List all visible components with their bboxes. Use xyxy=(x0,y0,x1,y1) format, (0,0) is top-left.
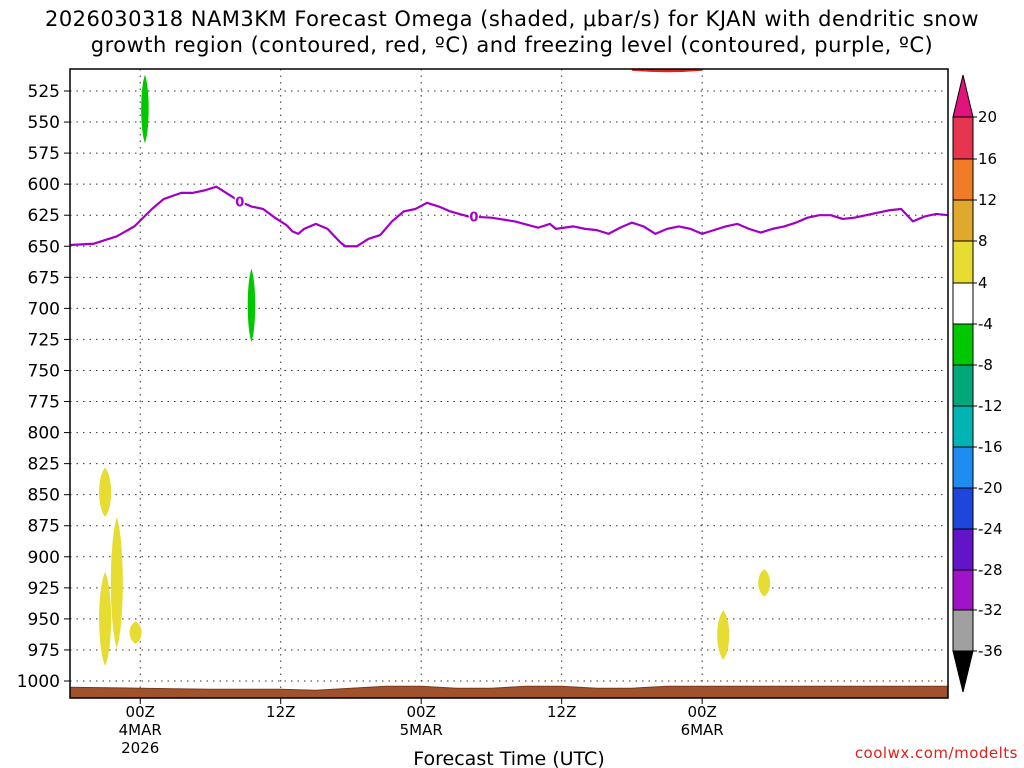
y-tick-label: 525 xyxy=(28,82,60,102)
colorbar-label: -32 xyxy=(978,601,1003,619)
x-tick-date: 6MAR xyxy=(681,721,724,739)
contour-label: 0 xyxy=(235,196,244,211)
y-tick-label: 575 xyxy=(28,144,60,164)
surface-terrain xyxy=(69,685,949,699)
colorbar-label: -36 xyxy=(978,642,1003,660)
colorbar-segment xyxy=(952,487,974,530)
chart-title: 2026030318 NAM3KM Forecast Omega (shaded… xyxy=(0,6,1024,58)
y-axis: 525 550 575 600 625 650 675 700 725 750 775 800 825 8… xyxy=(17,82,70,692)
colorbar-segment xyxy=(952,364,974,407)
y-tick-label: 700 xyxy=(28,299,60,319)
x-tick-date: 5MAR xyxy=(400,721,443,739)
x-tick-label: 12Z xyxy=(547,703,576,721)
colorbar-label: -12 xyxy=(978,397,1003,415)
x-tick-label: 00Z xyxy=(126,703,155,721)
y-tick-label: 925 xyxy=(28,579,60,599)
y-tick-label: 775 xyxy=(28,393,60,413)
y-tick-label: 850 xyxy=(28,486,60,506)
y-tick-label: 725 xyxy=(28,330,60,350)
colorbar-label: -4 xyxy=(978,315,993,333)
y-tick-label: 875 xyxy=(28,517,60,537)
colorbar-segment xyxy=(952,446,974,489)
colorbar-label: 20 xyxy=(978,108,997,126)
gridlines xyxy=(70,69,948,698)
colorbar-segment xyxy=(952,158,974,201)
omega-region xyxy=(247,268,256,342)
colorbar-label: 12 xyxy=(978,191,997,209)
surface-fill xyxy=(69,685,949,699)
y-tick-label: 975 xyxy=(28,641,60,661)
plot-area xyxy=(70,69,948,698)
contour-label-bg xyxy=(234,193,245,209)
omega-region xyxy=(141,74,149,144)
colorbar-segment xyxy=(952,323,974,366)
x-tick-label: 00Z xyxy=(687,703,716,721)
colorbar-label: 4 xyxy=(978,274,988,292)
colorbar-label: -28 xyxy=(978,561,1003,579)
contour-label-bg xyxy=(468,208,479,224)
colorbar-segment xyxy=(952,569,974,611)
omega-region xyxy=(758,569,771,597)
colorbar-segment xyxy=(952,528,974,571)
freezing-level-contour: 00 xyxy=(69,185,949,248)
colorbar-segment xyxy=(952,199,974,242)
y-tick-label: 1000 xyxy=(17,672,60,692)
y-tick-label: 675 xyxy=(28,268,60,288)
x-axis-title: Forecast Time (UTC) xyxy=(413,748,604,768)
colorbar-segment xyxy=(952,405,974,448)
x-tick-date: 4MAR xyxy=(119,721,162,739)
y-tick-label: 825 xyxy=(28,455,60,475)
omega-shading xyxy=(99,74,771,667)
colorbar-label: -8 xyxy=(978,356,993,374)
freezing-level-line xyxy=(69,185,949,248)
y-tick-label: 950 xyxy=(28,610,60,630)
colorbar-label: 16 xyxy=(978,150,997,168)
omega-region xyxy=(99,571,112,667)
colorbar-bottom-arrow xyxy=(952,650,974,693)
colorbar-label: -16 xyxy=(978,438,1003,456)
dgz-contour xyxy=(631,69,703,73)
y-tick-label: 650 xyxy=(28,237,60,257)
plot-border xyxy=(69,68,949,699)
y-tick-label: 750 xyxy=(28,361,60,381)
colorbar-segment xyxy=(952,282,974,325)
colorbar: 20 16 12 8 4 -4 -8 -12 -16 -20 -24 -28 -32 -36 xyxy=(952,74,1003,693)
x-tick-label: 12Z xyxy=(266,703,295,721)
omega-region xyxy=(129,621,142,644)
colorbar-segment xyxy=(952,116,974,160)
y-tick-label: 800 xyxy=(28,424,60,444)
y-tick-label: 900 xyxy=(28,548,60,568)
y-tick-label: 550 xyxy=(28,113,60,133)
y-tick-label: 625 xyxy=(28,206,60,226)
chart-title-line-2: growth region (contoured, red, ºC) and f… xyxy=(90,33,934,57)
colorbar-label: -24 xyxy=(978,520,1003,538)
omega-region xyxy=(110,517,123,649)
chart-title-line-1: 2026030318 NAM3KM Forecast Omega (shaded… xyxy=(44,7,980,31)
omega-region xyxy=(717,610,730,660)
colorbar-top-arrow xyxy=(952,74,974,118)
colorbar-segment xyxy=(952,609,974,652)
credit-link[interactable]: coolwx.com/modelts xyxy=(854,744,1018,762)
contour-label: 0 xyxy=(469,210,478,225)
colorbar-segment xyxy=(952,240,974,284)
omega-region xyxy=(99,467,112,518)
colorbar-label: -20 xyxy=(978,479,1003,497)
y-tick-label: 600 xyxy=(28,175,60,195)
x-tick-label: 00Z xyxy=(407,703,436,721)
x-tick-year: 2026 xyxy=(121,739,159,757)
colorbar-label: 8 xyxy=(978,232,988,250)
